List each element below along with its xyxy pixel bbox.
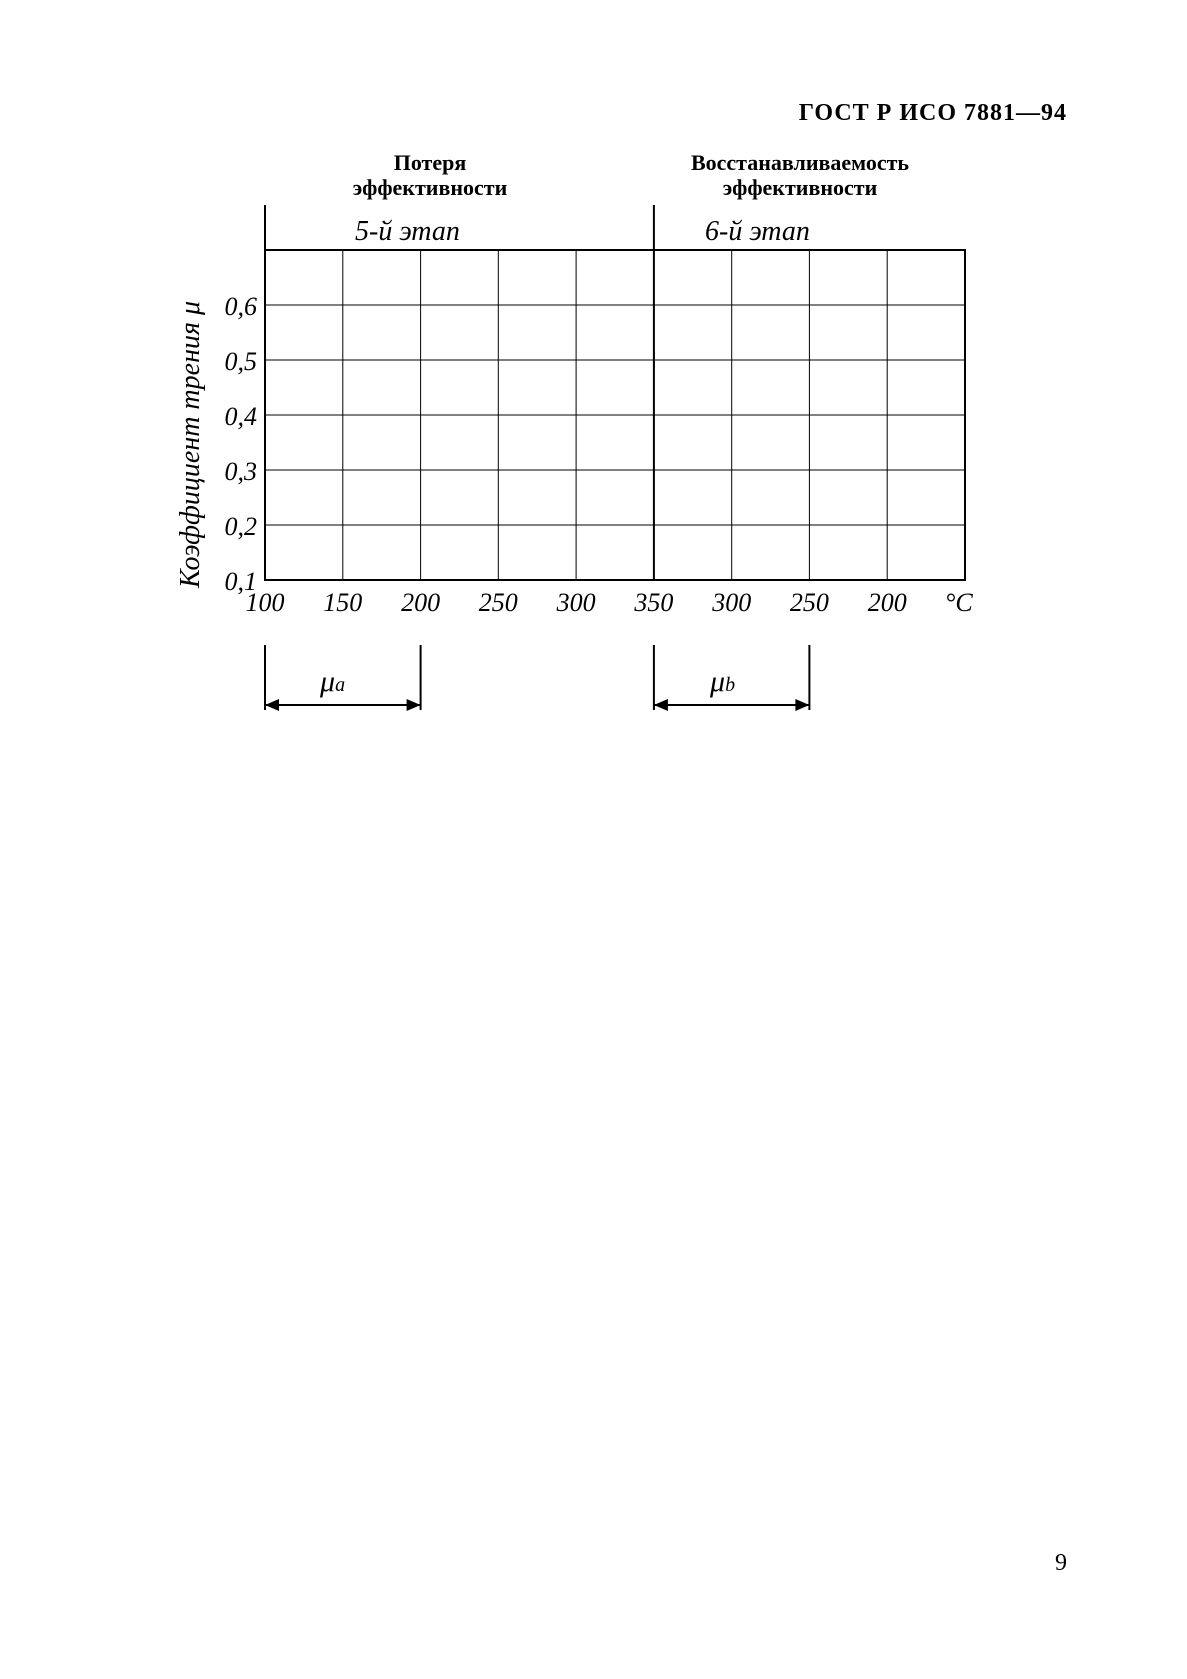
x-tick-0: 100 <box>246 588 285 618</box>
mu-a-sub: a <box>335 674 345 696</box>
mu-b-symbol: μ <box>710 665 725 698</box>
mu-b-sub: b <box>725 674 735 696</box>
x-tick-4: 300 <box>557 588 596 618</box>
chart-grid-svg <box>155 150 1025 790</box>
mu-b-label: μb <box>710 665 735 699</box>
x-axis-unit: °C <box>945 588 973 618</box>
x-tick-7: 250 <box>790 588 829 618</box>
x-tick-6: 300 <box>712 588 751 618</box>
x-tick-1: 150 <box>323 588 362 618</box>
x-tick-3: 250 <box>479 588 518 618</box>
y-tick-4: 0,2 <box>207 512 257 542</box>
page-number: 9 <box>1055 1550 1067 1577</box>
y-tick-2: 0,4 <box>207 402 257 432</box>
chart: Потеря эффективности Восстанавливаемость… <box>155 150 1025 790</box>
x-tick-5: 350 <box>634 588 673 618</box>
page-header: ГОСТ Р ИСО 7881—94 <box>799 100 1067 127</box>
y-tick-1: 0,5 <box>207 347 257 377</box>
x-tick-2: 200 <box>401 588 440 618</box>
mu-a-symbol: μ <box>320 665 335 698</box>
y-tick-3: 0,3 <box>207 457 257 487</box>
x-tick-8: 200 <box>868 588 907 618</box>
mu-a-label: μa <box>320 665 345 699</box>
y-tick-0: 0,6 <box>207 292 257 322</box>
